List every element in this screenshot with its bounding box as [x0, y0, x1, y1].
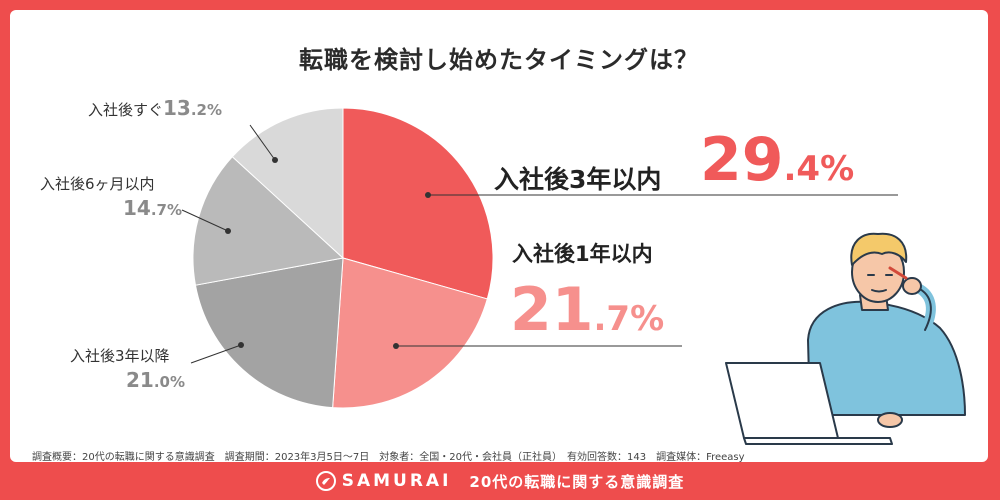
chart-title: 転職を検討し始めたタイミングは？	[285, 40, 713, 77]
leader-dot-1yr	[393, 343, 399, 349]
pie-slice-0	[342, 107, 494, 300]
footer-title: 20代の転職に関する意識調査	[469, 472, 685, 491]
pct-within-1year: 21.7%	[510, 275, 665, 345]
pct-after-3years: 21.0%	[125, 368, 185, 392]
infographic-card: 転職を検討し始めたタイミングは？	[10, 10, 988, 462]
label-immediate: 入社後すぐ13.2%	[88, 96, 223, 120]
leader-dot-3yr	[425, 192, 431, 198]
pie-slice-1	[332, 257, 488, 409]
pct-immediate: 13.2%	[163, 96, 223, 120]
pie-slice-3	[192, 155, 345, 286]
samurai-logo-icon	[315, 471, 336, 491]
pct-within-3years: 29.4%	[700, 125, 855, 195]
leader-dot-after3yr	[238, 342, 244, 348]
samurai-logo: SAMURAI	[315, 471, 452, 491]
label-after-3years: 入社後3年以降 21.0%	[70, 347, 185, 392]
footer-bar: SAMURAI 20代の転職に関する意識調査	[0, 466, 1000, 496]
label-6months: 入社後6ヶ月以内 14.7%	[40, 175, 182, 220]
pct-6months: 14.7%	[122, 196, 182, 220]
leader-line-6mo	[181, 209, 229, 232]
pie-slice-2	[194, 257, 344, 409]
survey-footnote: 調査概要：20代の転職に関する意識調査 調査期間：2023年3月5日〜7日 対象…	[32, 452, 745, 462]
leader-line-immediate	[249, 124, 276, 161]
pie-chart	[181, 107, 966, 445]
label-within-3years: 入社後3年以内	[494, 165, 662, 194]
leader-line-after3yr	[190, 344, 242, 364]
leader-dot-immediate	[272, 157, 278, 163]
thinking-person-illustration	[725, 232, 966, 445]
leader-dot-6mo	[225, 228, 231, 234]
pie-slice-4	[231, 107, 344, 260]
label-within-1year: 入社後1年以内	[512, 242, 653, 266]
brand-name: SAMURAI	[341, 471, 452, 491]
